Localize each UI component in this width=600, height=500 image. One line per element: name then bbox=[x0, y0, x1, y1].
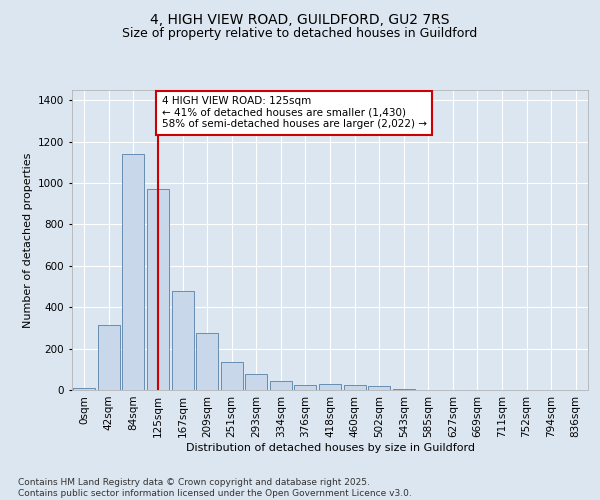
Bar bbox=[368, 386, 390, 390]
Text: Contains HM Land Registry data © Crown copyright and database right 2025.
Contai: Contains HM Land Registry data © Crown c… bbox=[18, 478, 412, 498]
Bar bbox=[172, 290, 194, 390]
Bar bbox=[221, 362, 243, 390]
Bar bbox=[196, 333, 218, 390]
Bar bbox=[392, 389, 415, 390]
Bar bbox=[319, 384, 341, 390]
Bar bbox=[73, 388, 95, 390]
Bar bbox=[147, 190, 169, 390]
X-axis label: Distribution of detached houses by size in Guildford: Distribution of detached houses by size … bbox=[185, 442, 475, 452]
Y-axis label: Number of detached properties: Number of detached properties bbox=[23, 152, 32, 328]
Text: Size of property relative to detached houses in Guildford: Size of property relative to detached ho… bbox=[122, 28, 478, 40]
Text: 4, HIGH VIEW ROAD, GUILDFORD, GU2 7RS: 4, HIGH VIEW ROAD, GUILDFORD, GU2 7RS bbox=[150, 12, 450, 26]
Bar bbox=[122, 154, 145, 390]
Text: 4 HIGH VIEW ROAD: 125sqm
← 41% of detached houses are smaller (1,430)
58% of sem: 4 HIGH VIEW ROAD: 125sqm ← 41% of detach… bbox=[161, 96, 427, 130]
Bar bbox=[295, 385, 316, 390]
Bar bbox=[98, 325, 120, 390]
Bar bbox=[245, 374, 268, 390]
Bar bbox=[344, 385, 365, 390]
Bar bbox=[270, 380, 292, 390]
